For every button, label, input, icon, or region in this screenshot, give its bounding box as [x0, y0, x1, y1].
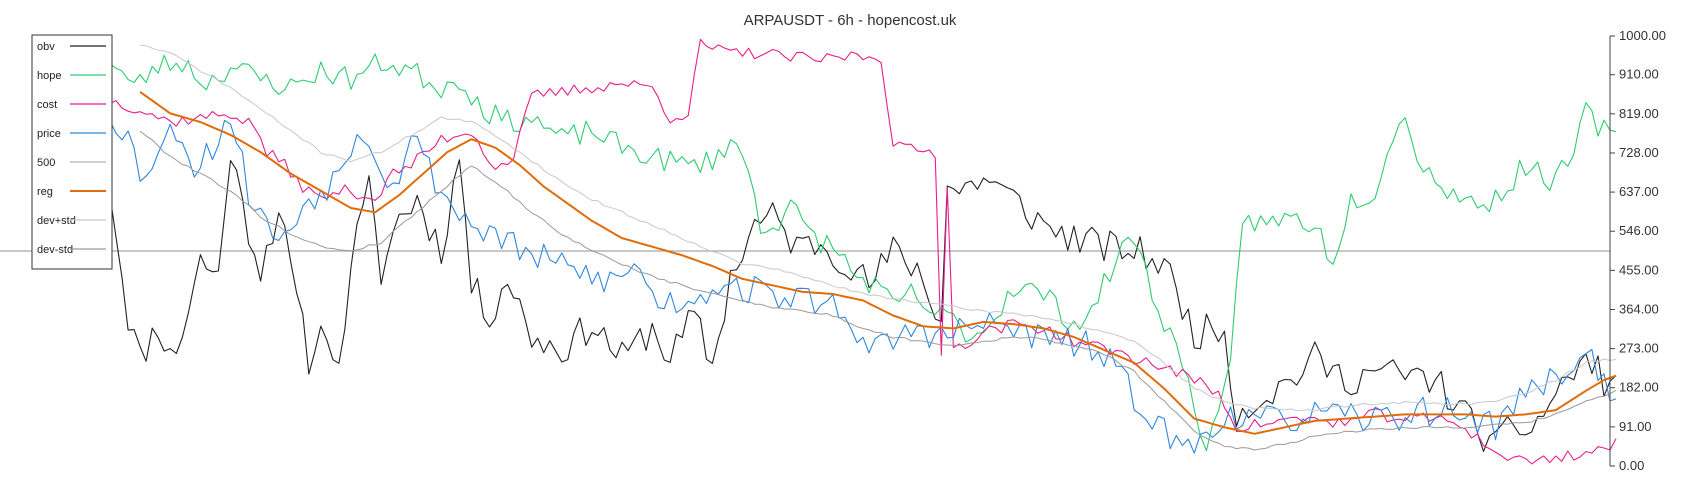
- y-tick-label: 728.00: [1619, 145, 1659, 160]
- legend-label-price: price: [37, 128, 61, 140]
- legend-label-dev+std: dev+std: [37, 215, 76, 227]
- legend-label-dev-std: dev-std: [37, 244, 73, 256]
- y-axis: 0.00 91.00 182.00 273.00 364.00 455.00 546.00 6…: [1609, 28, 1666, 473]
- y-tick-label: 455.00: [1619, 262, 1659, 277]
- series-line-cost: [109, 38, 1617, 465]
- series-line-dev+std: [140, 44, 1617, 412]
- series-line-hope: [109, 53, 1617, 452]
- y-tick-label: 637.00: [1619, 184, 1659, 199]
- legend-box: [31, 34, 113, 270]
- y-tick-label: 0.00: [1619, 458, 1644, 473]
- y-tick-label: 546.00: [1619, 223, 1659, 238]
- y-tick-label: 182.00: [1619, 380, 1659, 395]
- y-tick-label: 273.00: [1619, 341, 1659, 356]
- series-line-reg: [139, 91, 1617, 435]
- series-line-obv: [109, 159, 1617, 453]
- legend-label-cost: cost: [37, 99, 57, 111]
- chart-title: ARPAUSDT - 6h - hopencost.uk: [744, 12, 957, 29]
- y-tick-label: 910.00: [1619, 67, 1659, 82]
- legend-label-hope: hope: [37, 70, 61, 82]
- legend-label-reg: reg: [37, 186, 53, 198]
- y-tick-label: 819.00: [1619, 106, 1659, 121]
- y-tick-label: 1000.00: [1619, 28, 1666, 43]
- legend-label-500: 500: [37, 157, 55, 169]
- series-layer: [109, 38, 1617, 465]
- y-tick-label: 364.00: [1619, 301, 1659, 316]
- legend-label-obv: obv: [37, 41, 55, 53]
- series-line-dev-std: [139, 130, 1617, 451]
- legend: obv hope cost price 500 reg dev+std dev-std: [31, 34, 113, 270]
- y-tick-label: 91.00: [1619, 419, 1652, 434]
- series-line-price: [109, 119, 1617, 454]
